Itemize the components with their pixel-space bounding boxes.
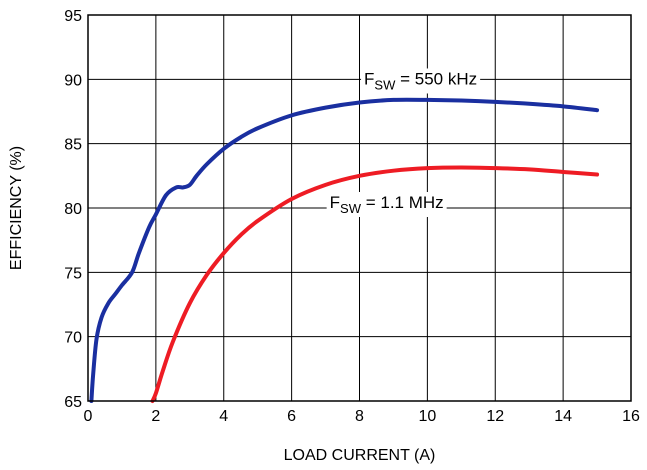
x-tick-label: 2	[151, 408, 160, 425]
y-tick-label: 70	[64, 330, 82, 347]
x-tick-label: 14	[554, 408, 572, 425]
y-tick-label: 85	[64, 137, 82, 154]
x-tick-label: 16	[622, 408, 640, 425]
y-tick-label: 95	[64, 8, 82, 25]
x-tick-label: 0	[84, 408, 93, 425]
y-axis-label: EFFICIENCY (%)	[8, 146, 25, 270]
x-tick-label: 4	[219, 408, 228, 425]
y-tick-label: 75	[64, 265, 82, 282]
x-tick-label: 10	[418, 408, 436, 425]
x-axis-label: LOAD CURRENT (A)	[284, 447, 436, 464]
x-tick-labels: 0 2 4 6 8 10 12 14 16	[84, 408, 640, 425]
series-label-1: FSW = 1.1 MHz	[330, 193, 444, 216]
annotation-background	[361, 68, 481, 94]
x-tick-label: 12	[486, 408, 504, 425]
annotation-layer: FSW = 550 kHz FSW = 1.1 MHz	[326, 68, 481, 217]
series-layer	[89, 97, 600, 403]
y-tick-label: 65	[64, 394, 82, 411]
y-tick-label: 80	[64, 201, 82, 218]
annotation-background	[326, 192, 447, 217]
y-tick-label: 90	[64, 72, 82, 89]
series-label-0: FSW = 550 kHz	[364, 69, 477, 92]
series-line-0	[89, 97, 600, 403]
x-tick-label: 6	[287, 408, 296, 425]
plot-frame	[87, 14, 632, 402]
x-tick-label: 8	[355, 408, 364, 425]
y-tick-labels: 65 70 75 80 85 90 95	[64, 8, 82, 411]
series-line-1	[150, 165, 600, 403]
